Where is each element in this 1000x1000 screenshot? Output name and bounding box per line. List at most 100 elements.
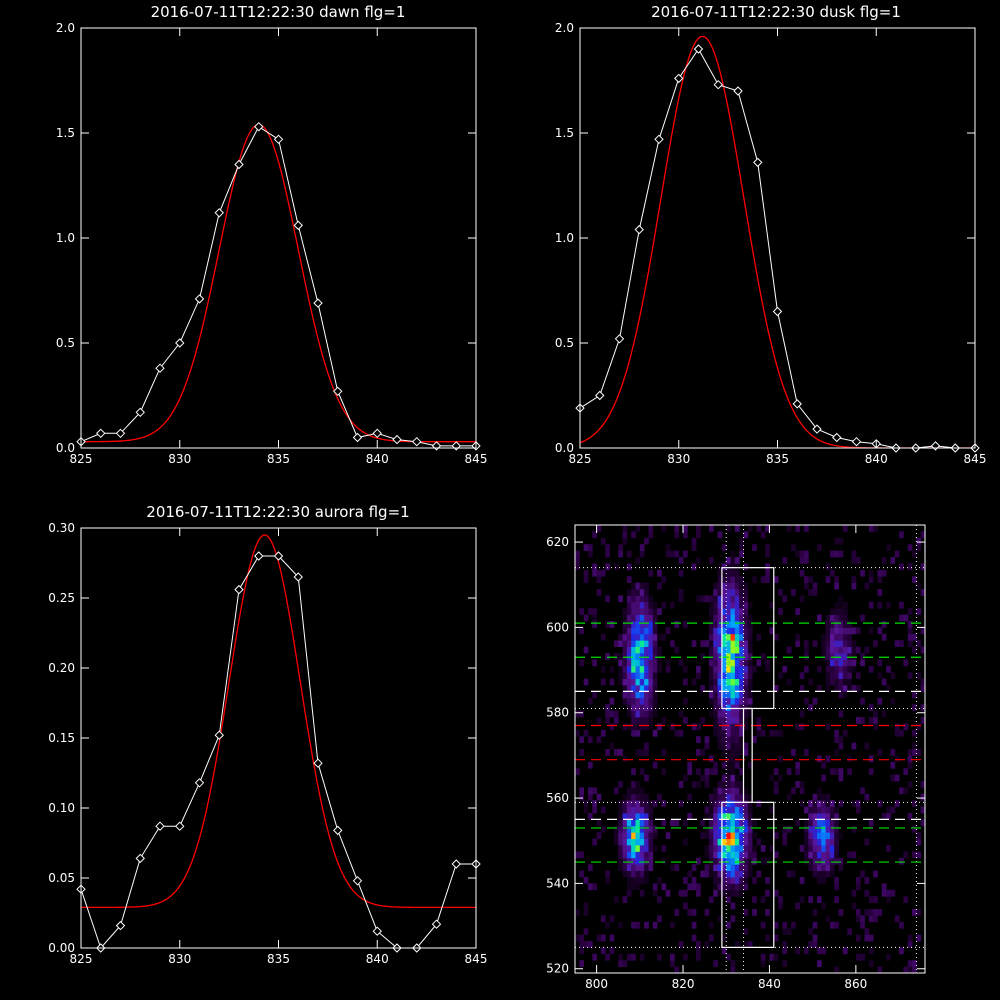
dusk-plot-title: 2016-07-11T12:22:30 dusk flg=1 xyxy=(651,3,901,21)
heatmap-cell xyxy=(868,704,874,711)
dawn-line-plot: 2016-07-11T12:22:30 dawn flg=1 825 830 835… xyxy=(56,3,488,466)
heatmap-cell xyxy=(721,825,727,833)
heatmap-cell xyxy=(717,665,723,673)
heatmap-cell xyxy=(652,729,658,737)
heatmap-cell xyxy=(579,659,585,667)
heatmap-cell xyxy=(639,621,645,628)
heatmap-cell xyxy=(808,813,814,820)
heatmap-cell xyxy=(734,665,740,673)
heatmap-cell xyxy=(717,889,723,897)
heatmap-cell xyxy=(631,870,636,878)
heatmap-cell xyxy=(769,601,775,609)
heatmap-cell xyxy=(747,819,753,827)
heatmap-cell xyxy=(743,659,749,667)
heatmap-y-tick-label: 600 xyxy=(546,620,569,634)
heatmap-cell xyxy=(644,640,649,647)
heatmap-cell xyxy=(644,742,649,750)
heatmap-cell xyxy=(920,806,926,814)
aurora-data-point xyxy=(352,876,363,886)
heatmap-cell xyxy=(704,768,710,775)
heatmap-cell xyxy=(920,793,926,801)
heatmap-cell xyxy=(730,742,736,750)
heatmap-cell xyxy=(773,633,779,641)
heatmap-cell xyxy=(821,806,827,814)
heatmap-cell xyxy=(622,793,628,801)
heatmap-cell xyxy=(717,825,723,833)
heatmap-cell xyxy=(695,941,701,948)
heatmap-cell xyxy=(695,723,701,731)
heatmap-cell xyxy=(868,934,874,942)
heatmap-cell xyxy=(605,921,610,929)
heatmap-cell xyxy=(644,678,649,686)
heatmap-cell xyxy=(752,851,757,859)
heatmap-cell xyxy=(726,921,731,929)
heatmap-cell xyxy=(721,717,727,724)
heatmap-cell xyxy=(864,742,870,750)
heatmap-cell xyxy=(916,851,922,859)
heatmap-cell xyxy=(734,569,740,577)
heatmap-cell xyxy=(747,633,753,641)
heatmap-cell xyxy=(842,678,848,686)
heatmap-cell xyxy=(626,838,632,846)
heatmap-cell xyxy=(657,659,662,667)
heatmap-cell xyxy=(726,729,731,737)
heatmap-cell xyxy=(683,838,688,846)
heatmap-cell xyxy=(626,793,632,801)
heatmap-cell xyxy=(855,717,861,724)
heatmap-cell xyxy=(626,883,632,891)
heatmap-cell xyxy=(721,704,727,711)
heatmap-cell xyxy=(739,659,744,667)
heatmap-cell xyxy=(778,774,783,782)
heatmap-cell xyxy=(916,544,922,551)
heatmap-cell xyxy=(596,793,602,801)
heatmap-cell xyxy=(860,953,865,961)
heatmap-cell xyxy=(661,601,667,609)
heatmap-cell xyxy=(652,672,658,679)
heatmap-cell xyxy=(583,729,589,737)
heatmap-cell xyxy=(657,915,662,923)
heatmap-cell xyxy=(834,825,839,833)
heatmap-cell xyxy=(808,896,814,903)
heatmap-cell xyxy=(838,800,844,807)
heatmap-cell xyxy=(847,665,852,673)
heatmap-cell xyxy=(613,563,619,571)
heatmap-cell xyxy=(782,941,788,948)
heatmap-cell xyxy=(825,851,831,859)
heatmap-cell xyxy=(626,877,632,884)
heatmap-cell xyxy=(635,921,641,929)
dawn-data-point xyxy=(273,134,284,145)
aurora-data-point xyxy=(214,730,224,740)
heatmap-cell xyxy=(739,838,744,846)
heatmap-cell xyxy=(713,595,718,603)
heatmap-cell xyxy=(730,608,736,615)
heatmap-cell xyxy=(821,857,827,865)
heatmap-cell xyxy=(847,685,852,692)
heatmap-cell xyxy=(734,589,740,596)
heatmap-cell xyxy=(730,595,736,603)
heatmap-cell xyxy=(821,838,827,846)
heatmap-cell xyxy=(873,915,878,923)
heatmap-cell xyxy=(847,627,852,635)
heatmap-cell xyxy=(808,838,814,846)
heatmap-cell xyxy=(592,806,597,814)
heatmap-cell xyxy=(734,601,740,609)
heatmap-cell xyxy=(708,768,714,775)
heatmap-cell xyxy=(881,557,887,564)
heatmap-cell xyxy=(626,595,632,603)
heatmap-cell xyxy=(639,691,645,699)
heatmap-cell xyxy=(825,915,831,923)
heatmap-cell xyxy=(695,736,701,743)
dawn-data-point xyxy=(412,436,422,447)
heatmap-cell xyxy=(717,659,723,667)
heatmap-cell xyxy=(721,845,727,852)
heatmap-cell xyxy=(713,633,718,641)
heatmap-cell xyxy=(726,563,731,571)
heatmap-cell xyxy=(894,774,900,782)
heatmap-cell xyxy=(912,960,917,967)
dusk-data-point xyxy=(772,306,783,317)
heatmap-cell xyxy=(886,813,891,820)
heatmap-cell xyxy=(886,953,891,961)
heatmap-cell xyxy=(575,768,580,775)
heatmap-cell xyxy=(579,736,585,743)
